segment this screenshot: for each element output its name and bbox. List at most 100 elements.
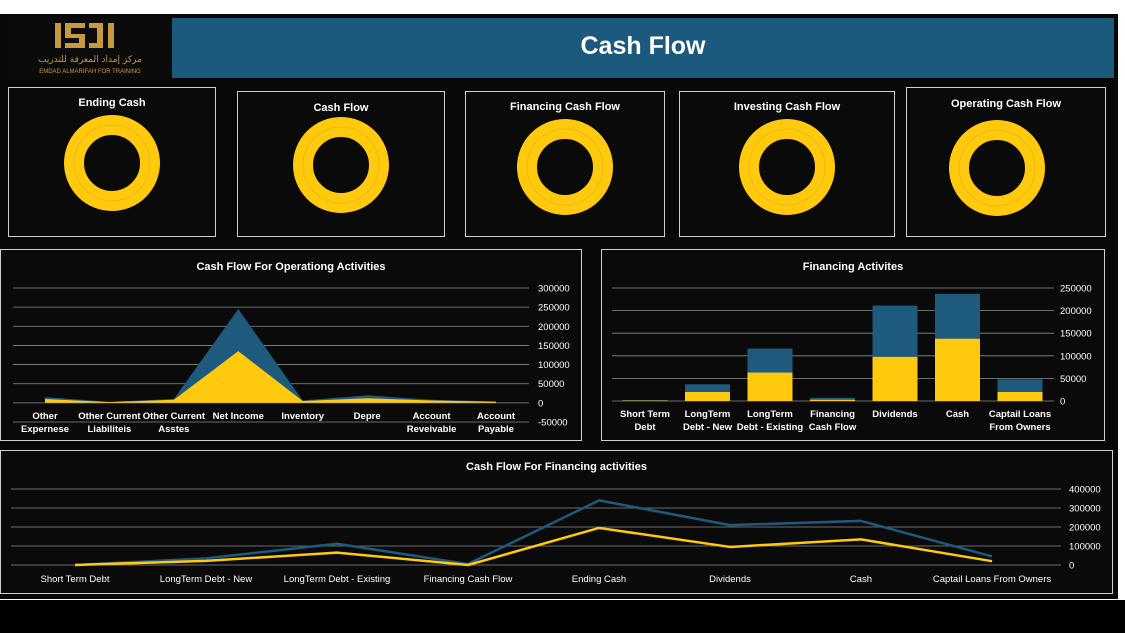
kpi-title: Operating Cash Flow <box>950 98 1061 110</box>
y-tick-label: 150000 <box>538 341 570 352</box>
y-tick-label: 250000 <box>538 303 570 314</box>
y-tick-label: 100000 <box>1069 542 1101 553</box>
chart-title: Cash Flow For Financing activities <box>466 461 647 473</box>
financing-activities-panel: Financing Activites 250000 200000 150000 10… <box>601 249 1105 441</box>
chart-title: Financing Activites <box>802 261 904 273</box>
x-tick-label-line: Asstes <box>158 424 189 435</box>
kpi-title: Investing Cash Flow <box>733 101 841 113</box>
bar-segment-blue <box>685 384 730 392</box>
x-tick-label-line: Expernese <box>21 424 69 435</box>
y-tick-label: 200000 <box>538 322 570 333</box>
y-tick-label: 50000 <box>538 379 564 390</box>
donut-ring-line <box>526 128 604 206</box>
x-tick-label: Dividends <box>872 409 917 420</box>
y-tick-label: 100000 <box>538 360 570 371</box>
x-tick-label-line: Account <box>413 411 452 422</box>
x-tick-label-line: Account <box>477 411 516 422</box>
y-tick-label: 150000 <box>1060 329 1092 340</box>
x-tick-label-line: LongTerm <box>685 409 731 420</box>
donut-chart <box>739 119 835 215</box>
bar-segment-blue <box>935 293 980 339</box>
x-tick-label-line: Payable <box>478 424 514 435</box>
line-series-blue <box>74 499 993 567</box>
x-tick-label-line: Dividends <box>872 409 917 420</box>
donut-ring-line <box>748 128 826 206</box>
financing-line-panel: Cash Flow For Financing activities 40000… <box>0 450 1113 594</box>
x-tick-label: Captail Loans From Owners <box>933 574 1052 585</box>
financing-line-chart: 400000 300000 200000 100000 0 Short Term Debt… <box>11 485 1101 585</box>
x-tick-label-line: Financing <box>810 409 855 420</box>
y-tick-label: 0 <box>1069 561 1074 572</box>
donut-ring-line <box>302 126 380 204</box>
bar-segment-yellow <box>810 399 855 401</box>
financing-bar-chart: 250000 200000 150000 100000 50000 0 Short Term… <box>612 284 1092 433</box>
operating-activities-panel: Cash Flow For Operationg Activities 3000… <box>0 249 582 441</box>
x-tick-label-line: Reveivable <box>407 424 457 435</box>
kpi-card-ending-cash: Ending Cash <box>8 87 216 237</box>
donut-ring-line <box>958 129 1036 207</box>
header-bar: Cash Flow <box>172 18 1114 78</box>
bottom-strip <box>0 600 1125 633</box>
x-tick-label: LongTerm Debt - New <box>160 574 253 585</box>
bar-segment-yellow <box>997 391 1043 401</box>
x-tick-label: Inventory <box>281 411 324 422</box>
x-tick-label-line: Debt <box>634 422 656 433</box>
area-series-blue <box>45 309 496 403</box>
x-tick-label-line: Cash <box>946 409 969 420</box>
x-tick-label: Cash <box>946 409 969 420</box>
x-tick-label-line: Cash Flow <box>809 422 857 433</box>
kpi-title: Ending Cash <box>78 97 146 109</box>
donut-chart <box>517 119 613 215</box>
donut-chart <box>949 120 1045 216</box>
x-tick-label: Other Current Liabiliteis <box>78 411 141 435</box>
x-tick-label-line: Liabiliteis <box>88 424 132 435</box>
x-tick-label-line: Debt - Existing <box>737 422 804 433</box>
x-tick-label-line: Other Current <box>78 411 141 422</box>
bar-segment-yellow <box>935 338 980 401</box>
bar-segment-blue <box>747 348 793 373</box>
x-tick-label-line: From Owners <box>989 422 1050 433</box>
y-tick-label: 200000 <box>1060 306 1092 317</box>
x-tick-label: Other Current Asstes <box>143 411 206 435</box>
kpi-card-operating-cash-flow: Operating Cash Flow <box>906 87 1106 237</box>
donut-chart <box>293 117 389 213</box>
x-tick-label: Short Term Debt <box>620 409 670 433</box>
kpi-card-investing-cash-flow: Investing Cash Flow <box>679 91 895 237</box>
bar-segment-yellow <box>872 356 918 401</box>
donut-ring-line <box>73 124 151 202</box>
logo-arabic-text: مركز إمداد المعرفة للتدريب <box>38 55 142 65</box>
x-tick-label-line: Depre <box>354 411 381 422</box>
y-tick-label: 0 <box>538 398 543 409</box>
x-tick-label-line: Short Term <box>620 409 670 420</box>
x-tick-label: Dividends <box>709 574 751 585</box>
area-series-yellow <box>45 351 496 403</box>
x-tick-label: LongTerm Debt - Existing <box>284 574 391 585</box>
bar-segment-yellow <box>685 391 730 401</box>
x-tick-label: Net Income <box>213 411 264 422</box>
x-tick-label-line: Inventory <box>281 411 324 422</box>
logo: مركز إمداد المعرفة للتدريب EMDAD ALMARIF… <box>8 18 172 78</box>
page-title: Cash Flow <box>580 32 706 60</box>
x-tick-label-line: Net Income <box>213 411 264 422</box>
y-tick-label: 200000 <box>1069 523 1101 534</box>
y-tick-label: 250000 <box>1060 284 1092 295</box>
operating-area-chart: 300000 250000 200000 150000 100000 50000 0 -500… <box>13 284 570 435</box>
x-tick-label: Other Expernese <box>21 411 69 435</box>
y-tick-label: 300000 <box>1069 504 1101 515</box>
bar-segment-blue <box>997 379 1043 392</box>
kpi-title: Financing Cash Flow <box>509 101 620 113</box>
x-tick-label-line: Other <box>32 411 58 422</box>
y-tick-label: 50000 <box>1060 374 1086 385</box>
y-tick-label: -50000 <box>538 418 568 429</box>
logo-mark: مركز إمداد المعرفة للتدريب EMDAD ALMARIF… <box>38 23 142 75</box>
y-tick-label: 0 <box>1060 397 1065 408</box>
x-tick-label: LongTerm Debt - New <box>683 409 733 433</box>
x-tick-label-line: Captail Loans <box>989 409 1051 420</box>
y-tick-label: 300000 <box>538 284 570 295</box>
x-tick-label: Cash <box>850 574 872 585</box>
x-tick-label: Financing Cash Flow <box>424 574 513 585</box>
x-tick-label-line: Debt - New <box>683 422 733 433</box>
kpi-card-financing-cash-flow: Financing Cash Flow <box>465 91 665 237</box>
logo-english-text: EMDAD ALMARIFAH FOR TRAINING <box>39 69 141 75</box>
line-series-yellow <box>74 526 993 567</box>
